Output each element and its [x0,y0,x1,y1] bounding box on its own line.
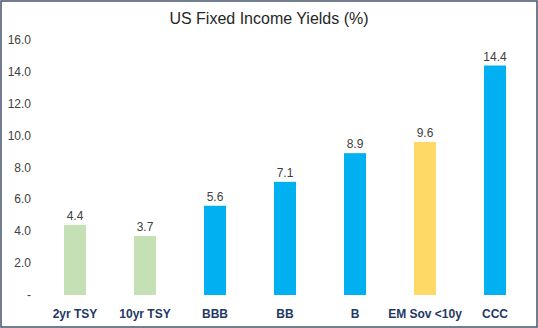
bar [204,206,226,295]
frame [1,1,537,327]
x-tick-label: EM Sov <10y [388,307,462,321]
bar [274,182,296,295]
bar [484,66,506,296]
data-label: 9.6 [417,126,434,140]
y-tick-label: 4.0 [14,224,31,238]
x-tick-label: B [351,307,360,321]
bar [134,236,156,295]
bar [344,153,366,295]
x-tick-label: BBB [202,307,228,321]
data-label: 8.9 [347,137,364,151]
y-tick-label: - [27,288,31,302]
bar [64,225,86,295]
y-tick-label: 2.0 [14,256,31,270]
y-tick-label: 6.0 [14,192,31,206]
x-tick-label: BB [276,307,294,321]
data-label: 3.7 [137,220,154,234]
bars [64,66,506,296]
title: US Fixed Income Yields (%) [169,10,368,27]
data-label: 4.4 [67,209,84,223]
chart: US Fixed Income Yields (%) - 2.0 4.0 6.0 8.0 1… [0,0,538,328]
data-label: 5.6 [207,190,224,204]
x-tick-label: CCC [482,307,508,321]
x-tick-label: 2yr TSY [53,307,98,321]
y-tick-label: 12.0 [8,97,32,111]
y-tick-label: 16.0 [8,33,32,47]
y-tick-label: 8.0 [14,161,31,175]
y-tick-label: 10.0 [8,129,32,143]
data-label: 7.1 [277,166,294,180]
data-label: 14.4 [483,50,507,64]
y-tick-label: 14.0 [8,65,32,79]
x-tick-label: 10yr TSY [119,307,170,321]
bar [414,142,436,295]
